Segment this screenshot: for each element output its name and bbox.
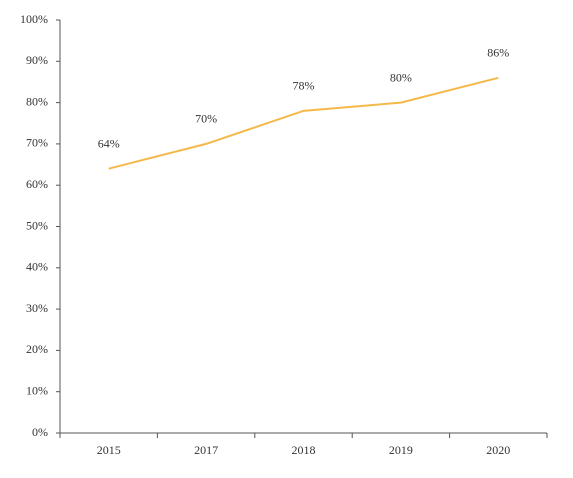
y-tick-label: 10% (26, 383, 48, 397)
y-tick-label: 50% (26, 218, 48, 232)
y-tick-label: 90% (26, 53, 48, 67)
data-label: 80% (390, 70, 412, 84)
y-tick-label: 20% (26, 342, 48, 356)
y-tick-label: 30% (26, 301, 48, 315)
x-tick-label: 2018 (292, 443, 316, 457)
data-label: 70% (195, 112, 217, 126)
line (108, 76, 499, 170)
y-tick-label: 40% (26, 260, 48, 274)
y-tick-label: 70% (26, 136, 48, 150)
y-tick-label: 80% (26, 94, 48, 108)
x-tick-label: 2019 (389, 443, 413, 457)
y-tick-label: 0% (32, 425, 48, 439)
data-label: 78% (293, 79, 315, 93)
data-label: 64% (98, 136, 120, 150)
y-tick-label: 100% (20, 12, 48, 26)
x-tick-label: 2015 (97, 443, 121, 457)
data-label: 86% (487, 46, 509, 60)
x-tick-label: 2017 (194, 443, 218, 457)
x-tick-label: 2020 (486, 443, 510, 457)
y-tick-label: 60% (26, 177, 48, 191)
